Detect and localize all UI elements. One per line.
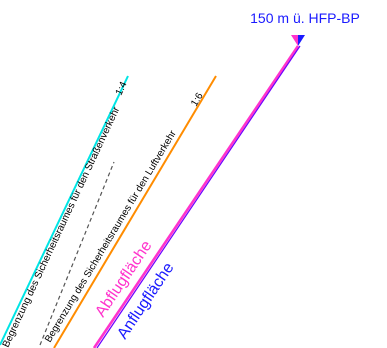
air-boundary-line [53,75,217,348]
road-boundary-line [0,75,129,346]
triangle-down-marker-icon [291,35,305,46]
takeoff-surface-line [92,45,300,348]
height-label: 150 m ü. HFP-BP [250,10,360,26]
approach-surface-line [96,45,301,348]
air-boundary-ratio: 1:6 [189,91,206,109]
dashed-reference-line [39,161,115,346]
road-boundary-ratio: 1:4 [114,80,130,98]
